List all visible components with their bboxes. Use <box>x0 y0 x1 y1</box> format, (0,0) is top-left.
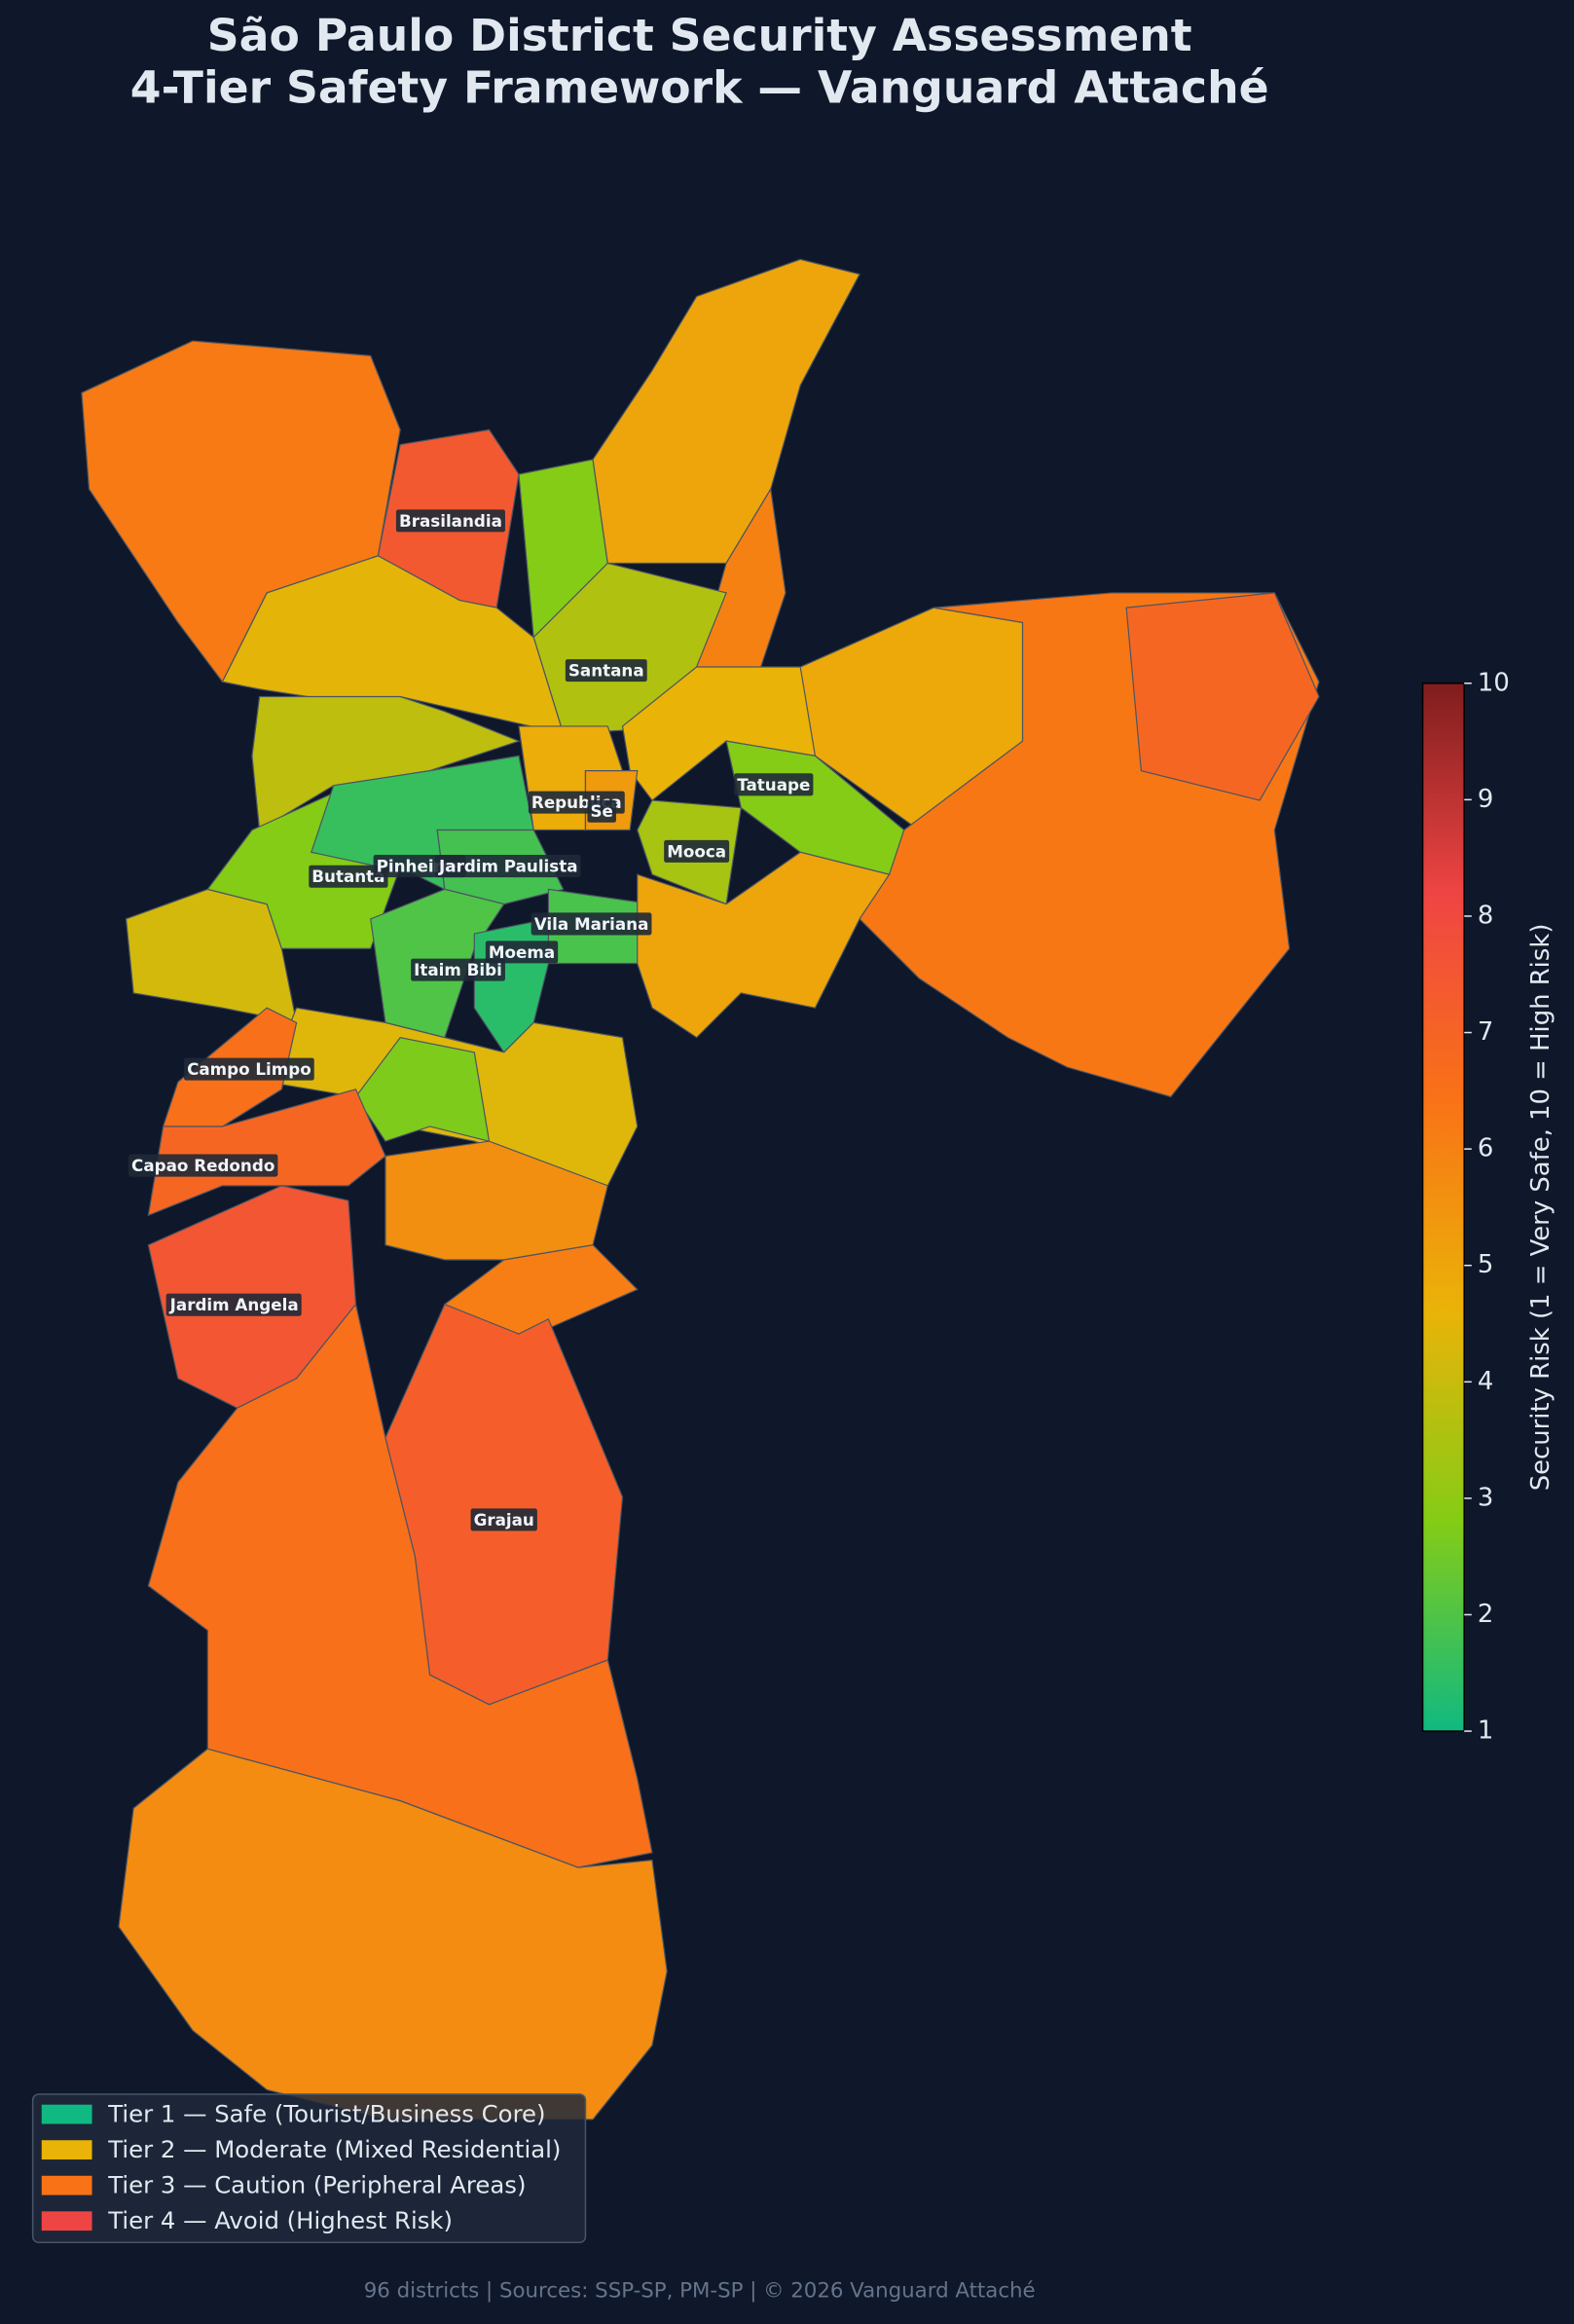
legend-swatch <box>41 2140 92 2160</box>
label-bg <box>485 941 559 964</box>
district-name: Brasilandia <box>399 511 502 531</box>
district-label: Brasilandia <box>395 509 505 533</box>
district <box>1125 592 1320 801</box>
district-name: Jardim Paulista <box>438 857 577 876</box>
colorbar-scale <box>1421 682 1465 1732</box>
label-bg <box>587 799 616 823</box>
district-name: Campo Limpo <box>187 1059 311 1079</box>
label-bg <box>565 659 647 682</box>
district-name: Se <box>591 801 613 821</box>
district-name: Capao Redondo <box>131 1156 275 1175</box>
legend-label: Tier 4 — Avoid (Highest Risk) <box>107 2206 453 2234</box>
tick-label: 7 <box>1478 1017 1493 1047</box>
legend-swatch <box>41 2175 92 2195</box>
district <box>443 1244 639 1343</box>
legend-box <box>31 2093 587 2244</box>
district <box>637 851 891 1039</box>
legend-swatch <box>41 2211 92 2232</box>
chart-subtitle: 4-Tier Safety Framework — Vanguard Attac… <box>130 61 1269 113</box>
district-name: Moema <box>489 942 555 962</box>
tick-label: 9 <box>1478 785 1493 814</box>
legend-label: Tier 3 — Caution (Peripheral Areas) <box>107 2170 526 2198</box>
district-name: Mooca <box>667 841 726 861</box>
district <box>118 1748 668 2121</box>
label-bg <box>531 912 652 936</box>
district-label: Butanta <box>309 865 388 888</box>
tick-label: 6 <box>1478 1134 1493 1163</box>
legend-label: Tier 2 — Moderate (Mixed Residential) <box>107 2135 561 2163</box>
district-label: Moema <box>485 941 559 964</box>
district <box>147 1303 653 1868</box>
district <box>147 1088 386 1217</box>
legend: Tier 1 — Safe (Tourist/Business Core) Tie… <box>41 2099 561 2234</box>
district-labels: BrasilandiaSantanaButantaPinheirosJardim… <box>128 509 814 1531</box>
district-label: Jardim Angela <box>165 1293 302 1316</box>
district-name: Santana <box>568 661 644 681</box>
tick-label: 2 <box>1478 1600 1493 1629</box>
label-bg <box>734 773 814 796</box>
tick-label: 1 <box>1478 1716 1493 1746</box>
district-label: Mooca <box>664 839 730 863</box>
district-name: Jardim Angela <box>169 1295 299 1314</box>
footer: 96 districts | Sources: SSP-SP, PM-SP | … <box>364 2279 1036 2304</box>
district <box>384 1303 624 1706</box>
tick-label: 8 <box>1478 901 1493 930</box>
label-bg <box>309 865 388 888</box>
district-name: Grajau <box>474 1510 534 1530</box>
label-bg <box>664 839 730 863</box>
tick-label: 10 <box>1478 668 1510 697</box>
label-bg <box>411 958 505 981</box>
legend-label: Tier 1 — Safe (Tourist/Business Core) <box>107 2099 545 2127</box>
district-label: Tatuape <box>734 773 814 796</box>
district-name: Vila Mariana <box>534 914 649 934</box>
label-bg <box>184 1057 314 1081</box>
district-label: Campo Limpo <box>184 1057 314 1081</box>
district-label: Jardim Paulista <box>435 855 581 878</box>
label-bg <box>128 1154 278 1177</box>
chart-title: São Paulo District Security Assessment <box>207 10 1192 61</box>
district-label: Itaim Bibi <box>411 958 505 981</box>
district <box>592 258 860 565</box>
district-label: Santana <box>565 659 647 682</box>
label-bg <box>470 1508 537 1531</box>
tick-label: 3 <box>1478 1483 1493 1512</box>
district-name: Tatuape <box>737 775 810 794</box>
colorbar-label: Security Risk (1 = Very Safe, 10 = High … <box>1526 924 1556 1492</box>
label-bg <box>435 855 581 878</box>
label-bg <box>165 1293 302 1316</box>
tick-label: 5 <box>1478 1250 1493 1279</box>
district-label: Vila Mariana <box>531 912 652 936</box>
legend-swatch <box>41 2104 92 2124</box>
district-label: Se <box>587 799 616 823</box>
district-name: Itaim Bibi <box>414 960 502 979</box>
colorbar: 1 2 3 4 5 6 7 8 9 10 Security Risk (1 = Very Safe,… <box>1421 668 1556 1746</box>
district-label: Grajau <box>470 1508 537 1531</box>
tick-label: 4 <box>1478 1367 1493 1396</box>
district-name: Butanta <box>311 867 384 886</box>
district-label: Capao Redondo <box>128 1154 278 1177</box>
label-bg <box>395 509 505 533</box>
district-map <box>81 258 1320 2121</box>
